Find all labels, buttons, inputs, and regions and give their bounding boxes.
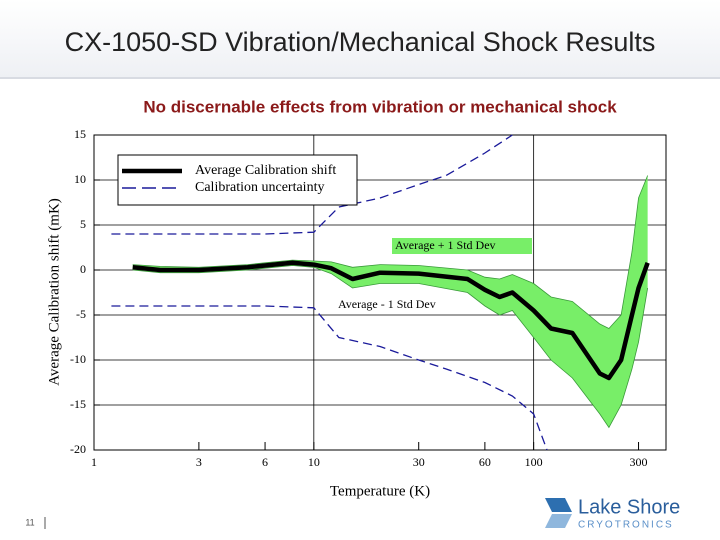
- x-tick-label: 30: [413, 455, 425, 469]
- x-tick-label: 1: [91, 455, 97, 469]
- annotation: Average - 1 Std Dev: [338, 297, 436, 311]
- x-tick-label: 10: [308, 455, 320, 469]
- x-tick-label: 100: [525, 455, 543, 469]
- page-number: 11: [25, 517, 34, 527]
- header-band: [0, 0, 720, 78]
- y-tick-label: 5: [80, 217, 86, 231]
- chart: -20 -15 -10 -5 0 5 10 15 1 3 6 10 30 60 100 300 Temperat…: [46, 127, 667, 499]
- x-tick-label: 3: [196, 455, 202, 469]
- logo: Lake Shore CRYOTRONICS: [545, 496, 680, 531]
- chart-title: No discernable effects from vibration or…: [143, 97, 617, 116]
- y-axis-label: Average Calibration shift (mK): [46, 198, 62, 386]
- legend-label: Calibration uncertainty: [195, 180, 324, 195]
- x-axis-label: Temperature (K): [330, 483, 430, 499]
- y-tick-label: 15: [74, 127, 86, 141]
- std-line: [132, 175, 649, 329]
- logo-mark: [545, 514, 572, 528]
- y-tick-label: -20: [70, 442, 86, 456]
- uncertainty-line: [111, 305, 548, 451]
- annotation: Average + 1 Std Dev: [395, 238, 496, 252]
- std-line: [132, 265, 649, 429]
- annotation-bg: [392, 238, 532, 254]
- slide-title: CX-1050-SD Vibration/Mechanical Shock Re…: [65, 27, 656, 57]
- x-tick-label: 6: [262, 455, 268, 469]
- y-tick-label: 10: [74, 172, 86, 186]
- logo-mark: [545, 498, 572, 512]
- y-tick-label: -10: [70, 352, 86, 366]
- annotation-bg: [336, 297, 456, 313]
- x-tick-label: 300: [630, 455, 648, 469]
- y-tick-label: -15: [70, 397, 86, 411]
- uncertainty-line: [111, 134, 513, 235]
- y-tick-label: 0: [80, 262, 86, 276]
- logo-name: Lake Shore: [578, 496, 680, 518]
- y-tick-label: -5: [76, 307, 86, 321]
- average-line: [132, 260, 650, 381]
- legend-box: [117, 154, 358, 206]
- std-band: [132, 175, 648, 428]
- legend-label: Average Calibration shift: [195, 163, 336, 178]
- x-tick-label: 60: [479, 455, 491, 469]
- logo-tagline: CRYOTRONICS: [578, 520, 674, 531]
